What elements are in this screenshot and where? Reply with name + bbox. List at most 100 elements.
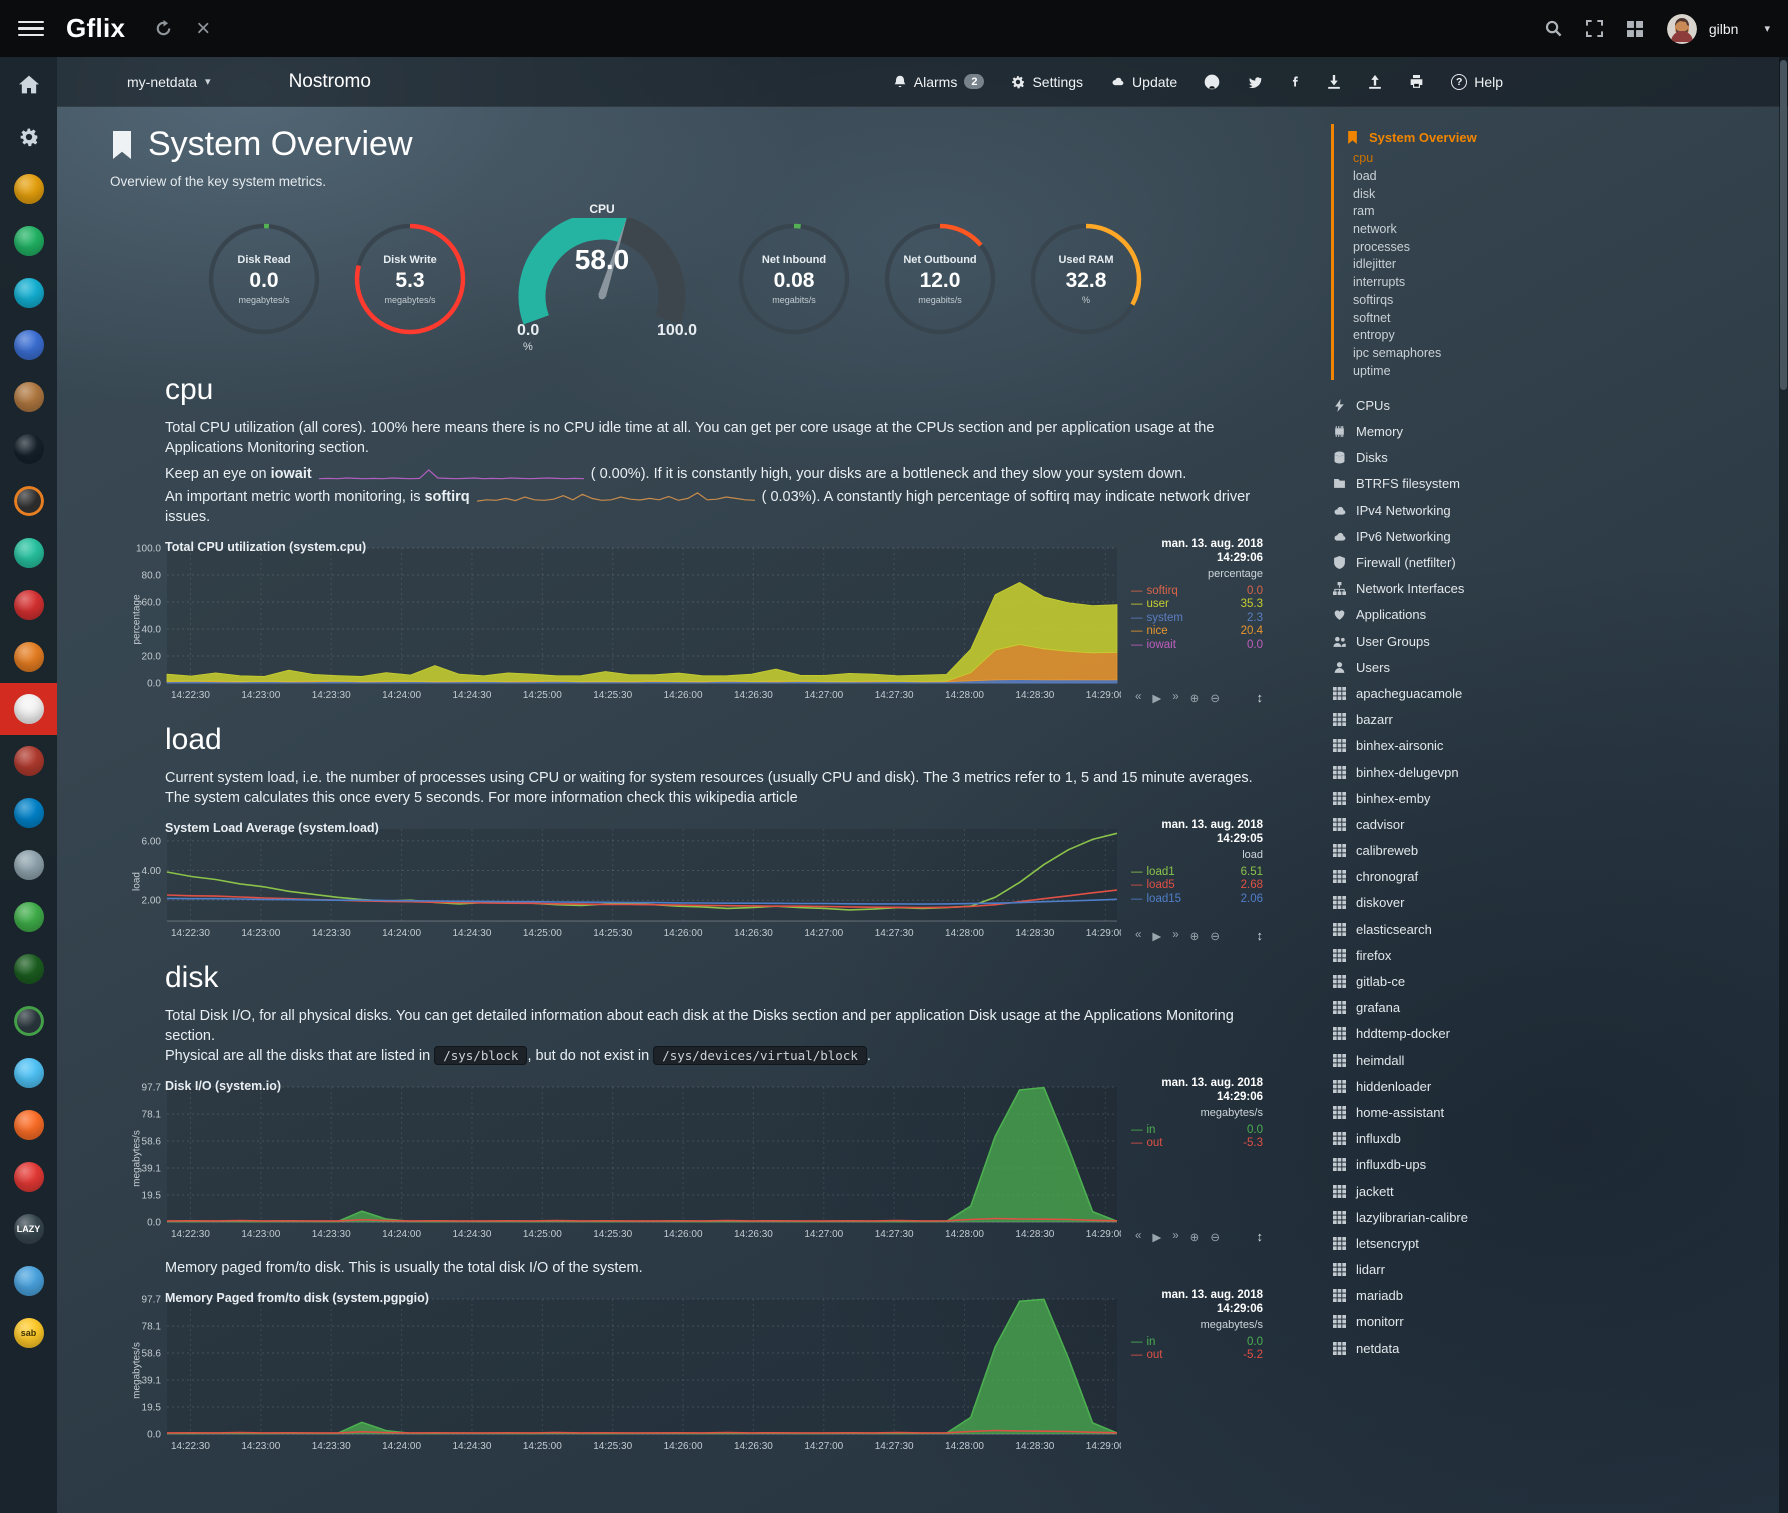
menu-item-lazylibrarian-calibre[interactable]: lazylibrarian-calibre [1331, 1204, 1641, 1230]
menu-item-ipv6-networking[interactable]: IPv6 Networking [1331, 523, 1641, 549]
sidebar-item-settings[interactable] [0, 111, 57, 163]
print-icon[interactable] [1409, 74, 1424, 89]
menu-item-heimdall[interactable]: heimdall [1331, 1047, 1641, 1073]
menu-sub-cpu[interactable]: cpu [1353, 151, 1374, 166]
sidebar-item-app-red-x[interactable] [0, 579, 57, 631]
cpu-chart-plot[interactable]: 100.0 80.0 60.0 40.0 20.0 0.0 14:22:30 14:23:00… [133, 540, 1121, 705]
sidebar-item-app-teal-circle[interactable] [0, 527, 57, 579]
gauge-cpu[interactable]: CPU 58.0 0.0 100.0% [497, 202, 707, 354]
sidebar-item-app-unraid[interactable] [0, 891, 57, 943]
alarms-button[interactable]: Alarms 2 [893, 74, 985, 90]
menu-sub-load[interactable]: load [1353, 168, 1377, 183]
sidebar-item-home[interactable] [0, 59, 57, 111]
username-menu[interactable]: gilbn [1708, 20, 1739, 37]
menu-item-hddtemp-docker[interactable]: hddtemp-docker [1331, 1021, 1641, 1047]
cpu-chart-toolbox[interactable]: « ▶ » ⊕ ⊖ [1135, 691, 1220, 705]
menu-item-mariadb[interactable]: mariadb [1331, 1283, 1641, 1309]
menu-item-ipv4-networking[interactable]: IPv4 Networking [1331, 497, 1641, 523]
menu-item-applications[interactable]: Applications [1331, 602, 1641, 628]
twitter-icon[interactable] [1247, 75, 1263, 89]
update-button[interactable]: Update [1110, 74, 1177, 90]
menu-item-gitlab-ce[interactable]: gitlab-ce [1331, 968, 1641, 994]
user-avatar[interactable] [1666, 13, 1697, 44]
sidebar-item-app-gitlab[interactable] [0, 1099, 57, 1151]
disk-chart-plot[interactable]: 97.7 78.1 58.6 39.1 19.5 0.0 14:22:30 14:23:00 1… [133, 1079, 1121, 1244]
menu-item-netdata[interactable]: netdata [1331, 1335, 1641, 1361]
github-icon[interactable] [1204, 74, 1220, 90]
legend-softirq[interactable]: — softirq 0.0 [1131, 585, 1263, 597]
menu-item-binhex-emby[interactable]: binhex-emby [1331, 785, 1641, 811]
gauge-disk-read[interactable]: Disk Read 0.0 megabytes/s [205, 220, 323, 338]
cpu-chart[interactable]: percentage Total CPU utilization (system… [132, 538, 1265, 705]
menu-sub-softirqs[interactable]: softirqs [1353, 292, 1394, 307]
iowait-sparkline[interactable] [318, 467, 584, 481]
menu-item-firefox[interactable]: firefox [1331, 942, 1641, 968]
softirq-sparkline[interactable] [476, 490, 755, 504]
help-button[interactable]: ? Help [1451, 73, 1503, 90]
menu-item-jackett[interactable]: jackett [1331, 1178, 1641, 1204]
disk-chart-toolbox[interactable]: « ▶ » ⊕ ⊖ [1135, 1230, 1220, 1244]
legend-out[interactable]: — out -5.3 [1131, 1137, 1263, 1150]
menu-sub-softnet[interactable]: softnet [1353, 310, 1391, 325]
menu-item-network-interfaces[interactable]: Network Interfaces [1331, 576, 1641, 602]
gauge-disk-write[interactable]: Disk Write 5.3 megabytes/s [351, 220, 469, 338]
legend-load5[interactable]: — load5 2.68 [1131, 879, 1263, 892]
legend-load1[interactable]: — load1 6.51 [1131, 866, 1263, 878]
menu-sub-idlejitter[interactable]: idlejitter [1353, 257, 1397, 272]
sidebar-item-app-dark-orange[interactable] [0, 475, 57, 527]
menu-item-users[interactable]: Users [1331, 654, 1641, 680]
menu-sub-entropy[interactable]: entropy [1353, 328, 1395, 343]
settings-button[interactable]: Settings [1011, 74, 1083, 90]
legend-in[interactable]: — in 0.0 [1131, 1336, 1263, 1348]
disk-chart[interactable]: megabytes/s Disk I/O (system.io) man. 13… [132, 1077, 1265, 1244]
memory-paged-chart[interactable]: megabytes/s Memory Paged from/to disk (s… [132, 1289, 1265, 1456]
sidebar-item-app-lazylibrarian[interactable]: LAZY [0, 1203, 57, 1255]
gauge-net-inbound[interactable]: Net Inbound 0.08 megabits/s [735, 220, 853, 338]
wikipedia-link[interactable]: wikipedia article [695, 790, 798, 806]
disk-chart-resize-handle[interactable]: ↕ [1256, 1229, 1264, 1244]
menu-item-cpus[interactable]: CPUs [1331, 392, 1641, 418]
sidebar-item-app-green-media[interactable] [0, 215, 57, 267]
menu-item-grafana[interactable]: grafana [1331, 995, 1641, 1021]
menu-item-influxdb-ups[interactable]: influxdb-ups [1331, 1152, 1641, 1178]
scrollbar-thumb[interactable] [1780, 60, 1787, 390]
legend-user[interactable]: — user 35.3 [1131, 598, 1263, 611]
menu-item-diskover[interactable]: diskover [1331, 890, 1641, 916]
menu-item-btrfs-filesystem[interactable]: BTRFS filesystem [1331, 471, 1641, 497]
menu-sub-ipc-semaphores[interactable]: ipc semaphores [1353, 345, 1442, 360]
legend-out[interactable]: — out -5.2 [1131, 1349, 1263, 1362]
menu-sub-uptime[interactable]: uptime [1353, 363, 1391, 378]
sidebar-item-app-trakt[interactable] [0, 423, 57, 475]
legend-in[interactable]: — in 0.0 [1131, 1124, 1263, 1136]
menu-item-bazarr[interactable]: bazarr [1331, 707, 1641, 733]
menu-item-memory[interactable]: Memory [1331, 419, 1641, 445]
sidebar-item-app-red-download[interactable] [0, 1151, 57, 1203]
sidebar-item-app-dark-green[interactable] [0, 943, 57, 995]
hamburger-menu-icon[interactable] [18, 20, 44, 37]
menu-item-home-assistant[interactable]: home-assistant [1331, 1099, 1641, 1125]
sidebar-item-app-netdata[interactable] [0, 683, 57, 735]
menu-item-hiddenloader[interactable]: hiddenloader [1331, 1073, 1641, 1099]
facebook-icon[interactable] [1290, 74, 1300, 89]
sidebar-item-app-monitorr[interactable] [0, 995, 57, 1047]
search-icon[interactable] [1545, 20, 1562, 37]
menu-item-cadvisor[interactable]: cadvisor [1331, 811, 1641, 837]
server-dropdown[interactable]: my-netdata ▾ [127, 74, 211, 90]
menu-sub-disk[interactable]: disk [1353, 186, 1376, 201]
load-chart-plot[interactable]: 6.00 4.00 2.00 14:22:30 14:23:00 14:23:30 14:2… [133, 821, 1121, 943]
menu-sub-ram[interactable]: ram [1353, 204, 1375, 219]
sidebar-item-app-jackett[interactable] [0, 371, 57, 423]
gauge-net-outbound[interactable]: Net Outbound 12.0 megabits/s [881, 220, 999, 338]
menu-item-binhex-delugevpn[interactable]: binhex-delugevpn [1331, 759, 1641, 785]
sidebar-item-app-red-cluster[interactable] [0, 735, 57, 787]
sidebar-item-app-plex[interactable] [0, 163, 57, 215]
menu-sub-interrupts[interactable]: interrupts [1353, 275, 1406, 290]
legend-system[interactable]: — system 2.3 [1131, 611, 1263, 624]
menu-item-binhex-airsonic[interactable]: binhex-airsonic [1331, 733, 1641, 759]
menu-sub-network[interactable]: network [1353, 222, 1397, 236]
menu-item-monitorr[interactable]: monitorr [1331, 1309, 1641, 1335]
load-chart[interactable]: load System Load Average (system.load) m… [132, 819, 1265, 943]
cpu-chart-resize-handle[interactable]: ↕ [1256, 690, 1264, 705]
sidebar-item-app-portainer[interactable] [0, 267, 57, 319]
download-icon[interactable] [1327, 74, 1341, 89]
